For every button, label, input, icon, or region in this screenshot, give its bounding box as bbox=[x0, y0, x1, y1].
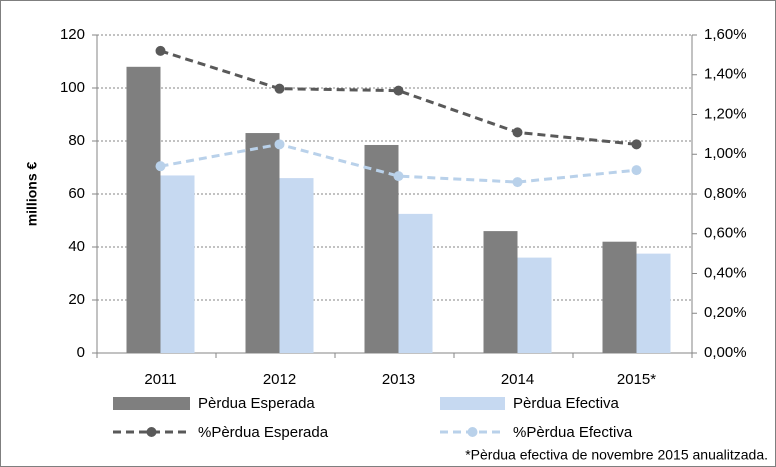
legend-swatch bbox=[440, 397, 505, 410]
legend-label: Pèrdua Esperada bbox=[198, 395, 315, 412]
y-tick-label: 100 bbox=[60, 79, 85, 96]
bar bbox=[160, 175, 195, 353]
y-tick-label: 60 bbox=[68, 185, 85, 202]
line bbox=[160, 49, 637, 146]
y-tick-label: 40 bbox=[68, 238, 85, 255]
line bbox=[160, 142, 637, 184]
y2-tick-label: 0,80% bbox=[704, 185, 747, 202]
line-point bbox=[393, 171, 404, 182]
legend-swatch bbox=[113, 397, 190, 410]
bar bbox=[483, 231, 518, 353]
line-point bbox=[155, 45, 166, 56]
y2-tick-label: 1,00% bbox=[704, 145, 747, 162]
y-tick-label: 120 bbox=[60, 26, 85, 43]
bar bbox=[636, 253, 671, 353]
legend-marker bbox=[146, 427, 157, 437]
y-axis-label: millions € bbox=[24, 162, 40, 227]
bar bbox=[245, 133, 280, 353]
bar bbox=[398, 213, 433, 353]
y2-tick-label: 0,40% bbox=[704, 264, 747, 281]
y2-tick-label: 1,20% bbox=[704, 105, 747, 122]
x-tick-label: 2011 bbox=[144, 371, 176, 388]
y-tick-label: 0 bbox=[77, 344, 85, 361]
line-point bbox=[393, 85, 404, 96]
y-tick-label: 80 bbox=[68, 132, 85, 149]
line-point bbox=[274, 83, 285, 94]
line-point bbox=[631, 165, 642, 176]
y2-tick-label: 0,20% bbox=[704, 304, 747, 321]
footnote: *Pèrdua efectiva de novembre 2015 anuali… bbox=[465, 447, 768, 463]
bar bbox=[517, 257, 552, 353]
x-tick-label: 2014 bbox=[501, 371, 534, 388]
legend-label: %Pèrdua Esperada bbox=[198, 424, 329, 441]
legend-marker bbox=[467, 427, 478, 437]
x-tick-label: 2012 bbox=[263, 371, 296, 388]
y2-tick-label: 1,40% bbox=[704, 66, 747, 83]
legend-label: Pèrdua Efectiva bbox=[513, 395, 620, 412]
bar bbox=[602, 241, 637, 353]
y2-tick-label: 0,60% bbox=[704, 225, 747, 242]
y2-tick-label: 0,00% bbox=[704, 344, 747, 361]
legend-label: %Pèrdua Efectiva bbox=[513, 424, 633, 441]
x-tick-label: 2013 bbox=[382, 371, 415, 388]
bar bbox=[364, 144, 399, 353]
bar bbox=[126, 66, 161, 354]
bar bbox=[279, 178, 314, 353]
y2-tick-label: 1,60% bbox=[704, 26, 747, 43]
x-tick-label: 2015* bbox=[617, 371, 656, 388]
line-point bbox=[155, 161, 166, 172]
line-point bbox=[512, 177, 523, 188]
line-point bbox=[631, 139, 642, 150]
line-point bbox=[512, 127, 523, 138]
y-tick-label: 20 bbox=[68, 291, 85, 308]
line-point bbox=[274, 139, 285, 150]
